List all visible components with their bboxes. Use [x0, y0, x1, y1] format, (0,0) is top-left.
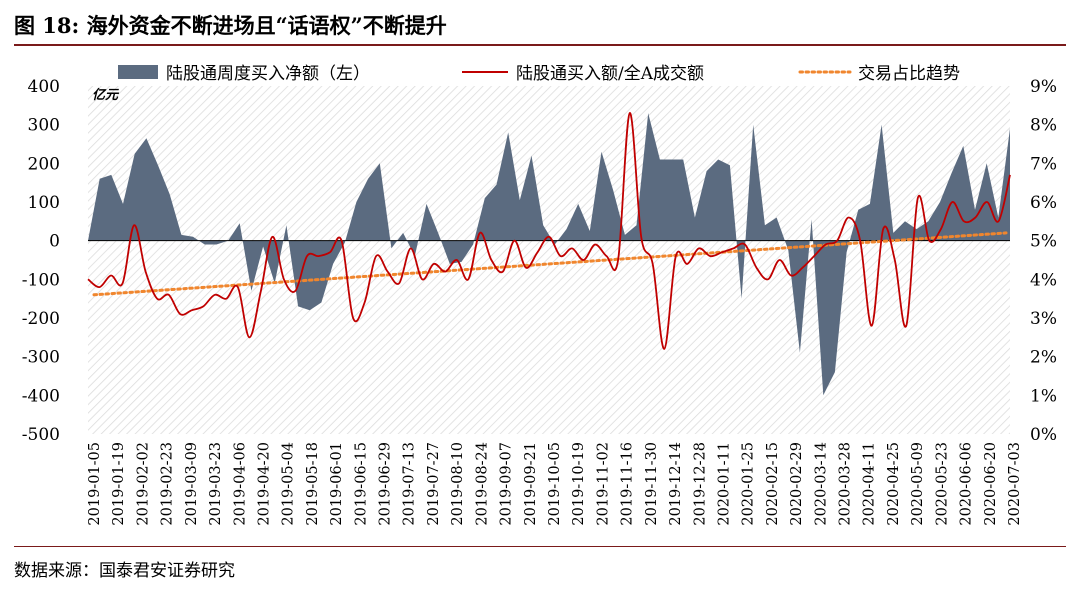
left-tick-label: 400: [28, 77, 60, 97]
x-tick-label: 2020-02-29: [789, 442, 805, 526]
x-tick-label: 2019-05-04: [281, 442, 297, 526]
source-rule: [14, 546, 1066, 547]
x-tick-label: 2019-07-13: [402, 442, 418, 526]
right-tick-label: 9%: [1030, 77, 1057, 97]
x-tick-label: 2020-05-23: [934, 442, 950, 526]
x-tick-label: 2019-08-24: [474, 442, 490, 526]
right-axis: 9% 8% 7% 6% 5% 4% 3% 2% 1% 0%: [1030, 77, 1057, 445]
x-tick-label: 2019-12-14: [668, 442, 684, 526]
series-layer: [87, 112, 1011, 396]
left-tick-label: -100: [22, 270, 60, 290]
x-tick-label: 2019-05-18: [305, 442, 321, 526]
right-tick-label: 3%: [1030, 309, 1057, 329]
ratio-line: [87, 112, 1011, 350]
left-tick-label: -400: [22, 386, 60, 406]
x-tick-label: 2019-04-20: [257, 442, 273, 526]
right-tick-label: 4%: [1030, 270, 1057, 290]
right-tick-label: 0%: [1030, 425, 1057, 445]
x-tick-label: 2019-04-06: [232, 442, 248, 526]
x-tick-label: 2020-01-11: [717, 442, 733, 526]
plot-background: [88, 86, 1010, 434]
x-tick-label: 2019-11-16: [620, 442, 636, 526]
x-tick-label: 2019-01-05: [87, 442, 103, 526]
x-tick-label: 2020-03-28: [838, 442, 854, 526]
legend: 陆股通周度买入净额（左） 陆股通买入额/全A成交额 交易占比趋势: [118, 64, 960, 84]
left-tick-label: -500: [22, 425, 60, 445]
trend-line: [92, 231, 1008, 297]
x-tick-label: 2019-06-01: [329, 442, 345, 526]
left-axis: 400 300 200 100 0 -100 -200 -300 -400 -500: [22, 77, 60, 445]
source-note: 数据来源：国泰君安证券研究: [14, 561, 235, 581]
left-axis-unit: 亿元: [92, 87, 120, 103]
x-tick-label: 2019-08-10: [450, 442, 466, 526]
x-axis: 2019-01-05 2019-01-19 2019-02-02 2019-02-23…: [87, 442, 1023, 526]
left-tick-label: 200: [28, 154, 60, 174]
x-tick-label: 2019-01-19: [111, 442, 127, 526]
legend-line-label: 陆股通买入额/全A成交额: [516, 64, 704, 84]
x-tick-label: 2020-03-14: [813, 442, 829, 526]
x-tick-label: 2020-04-25: [886, 442, 902, 526]
x-tick-label: 2019-09-21: [523, 442, 539, 526]
right-tick-label: 7%: [1030, 154, 1057, 174]
x-tick-label: 2019-03-09: [184, 442, 200, 526]
x-tick-label: 2019-03-23: [208, 442, 224, 526]
legend-area-swatch: [118, 65, 158, 79]
right-tick-label: 2%: [1030, 348, 1057, 368]
x-tick-label: 2020-04-11: [862, 442, 878, 526]
x-tick-label: 2019-10-05: [547, 442, 563, 526]
left-tick-label: 0: [49, 232, 60, 252]
x-tick-label: 2019-12-28: [692, 442, 708, 526]
x-tick-label: 2020-07-03: [1007, 442, 1023, 526]
left-tick-label: 100: [28, 193, 60, 213]
x-tick-label: 2019-06-15: [353, 442, 369, 526]
x-tick-label: 2019-07-27: [426, 442, 442, 526]
x-tick-label: 2019-10-19: [571, 442, 587, 526]
right-tick-label: 8%: [1030, 116, 1057, 136]
right-tick-label: 6%: [1030, 193, 1057, 213]
x-tick-label: 2019-11-30: [644, 442, 660, 526]
left-tick-label: 300: [28, 116, 60, 136]
net-buy-area: [88, 113, 1010, 396]
x-tick-label: 2019-11-02: [595, 442, 611, 526]
x-tick-label: 2019-09-07: [499, 442, 515, 526]
x-tick-label: 2019-06-29: [378, 442, 394, 526]
legend-trend-label: 交易占比趋势: [858, 64, 960, 84]
right-tick-label: 1%: [1030, 386, 1057, 406]
x-tick-label: 2020-01-25: [741, 442, 757, 526]
left-tick-label: -200: [22, 309, 60, 329]
figure-title: 图 18: 海外资金不断进场且“话语权”不断提升: [14, 13, 447, 38]
title-rule: [14, 44, 1066, 46]
legend-area-label: 陆股通周度买入净额（左）: [166, 64, 370, 84]
x-tick-label: 2020-06-20: [983, 442, 999, 526]
left-tick-label: -300: [22, 348, 60, 368]
right-tick-label: 5%: [1030, 232, 1057, 252]
x-tick-label: 2020-02-15: [765, 442, 781, 526]
x-tick-label: 2019-02-23: [160, 442, 176, 526]
x-tick-label: 2020-05-09: [910, 442, 926, 526]
x-tick-label: 2020-06-06: [959, 442, 975, 526]
x-tick-label: 2019-02-02: [135, 442, 151, 526]
